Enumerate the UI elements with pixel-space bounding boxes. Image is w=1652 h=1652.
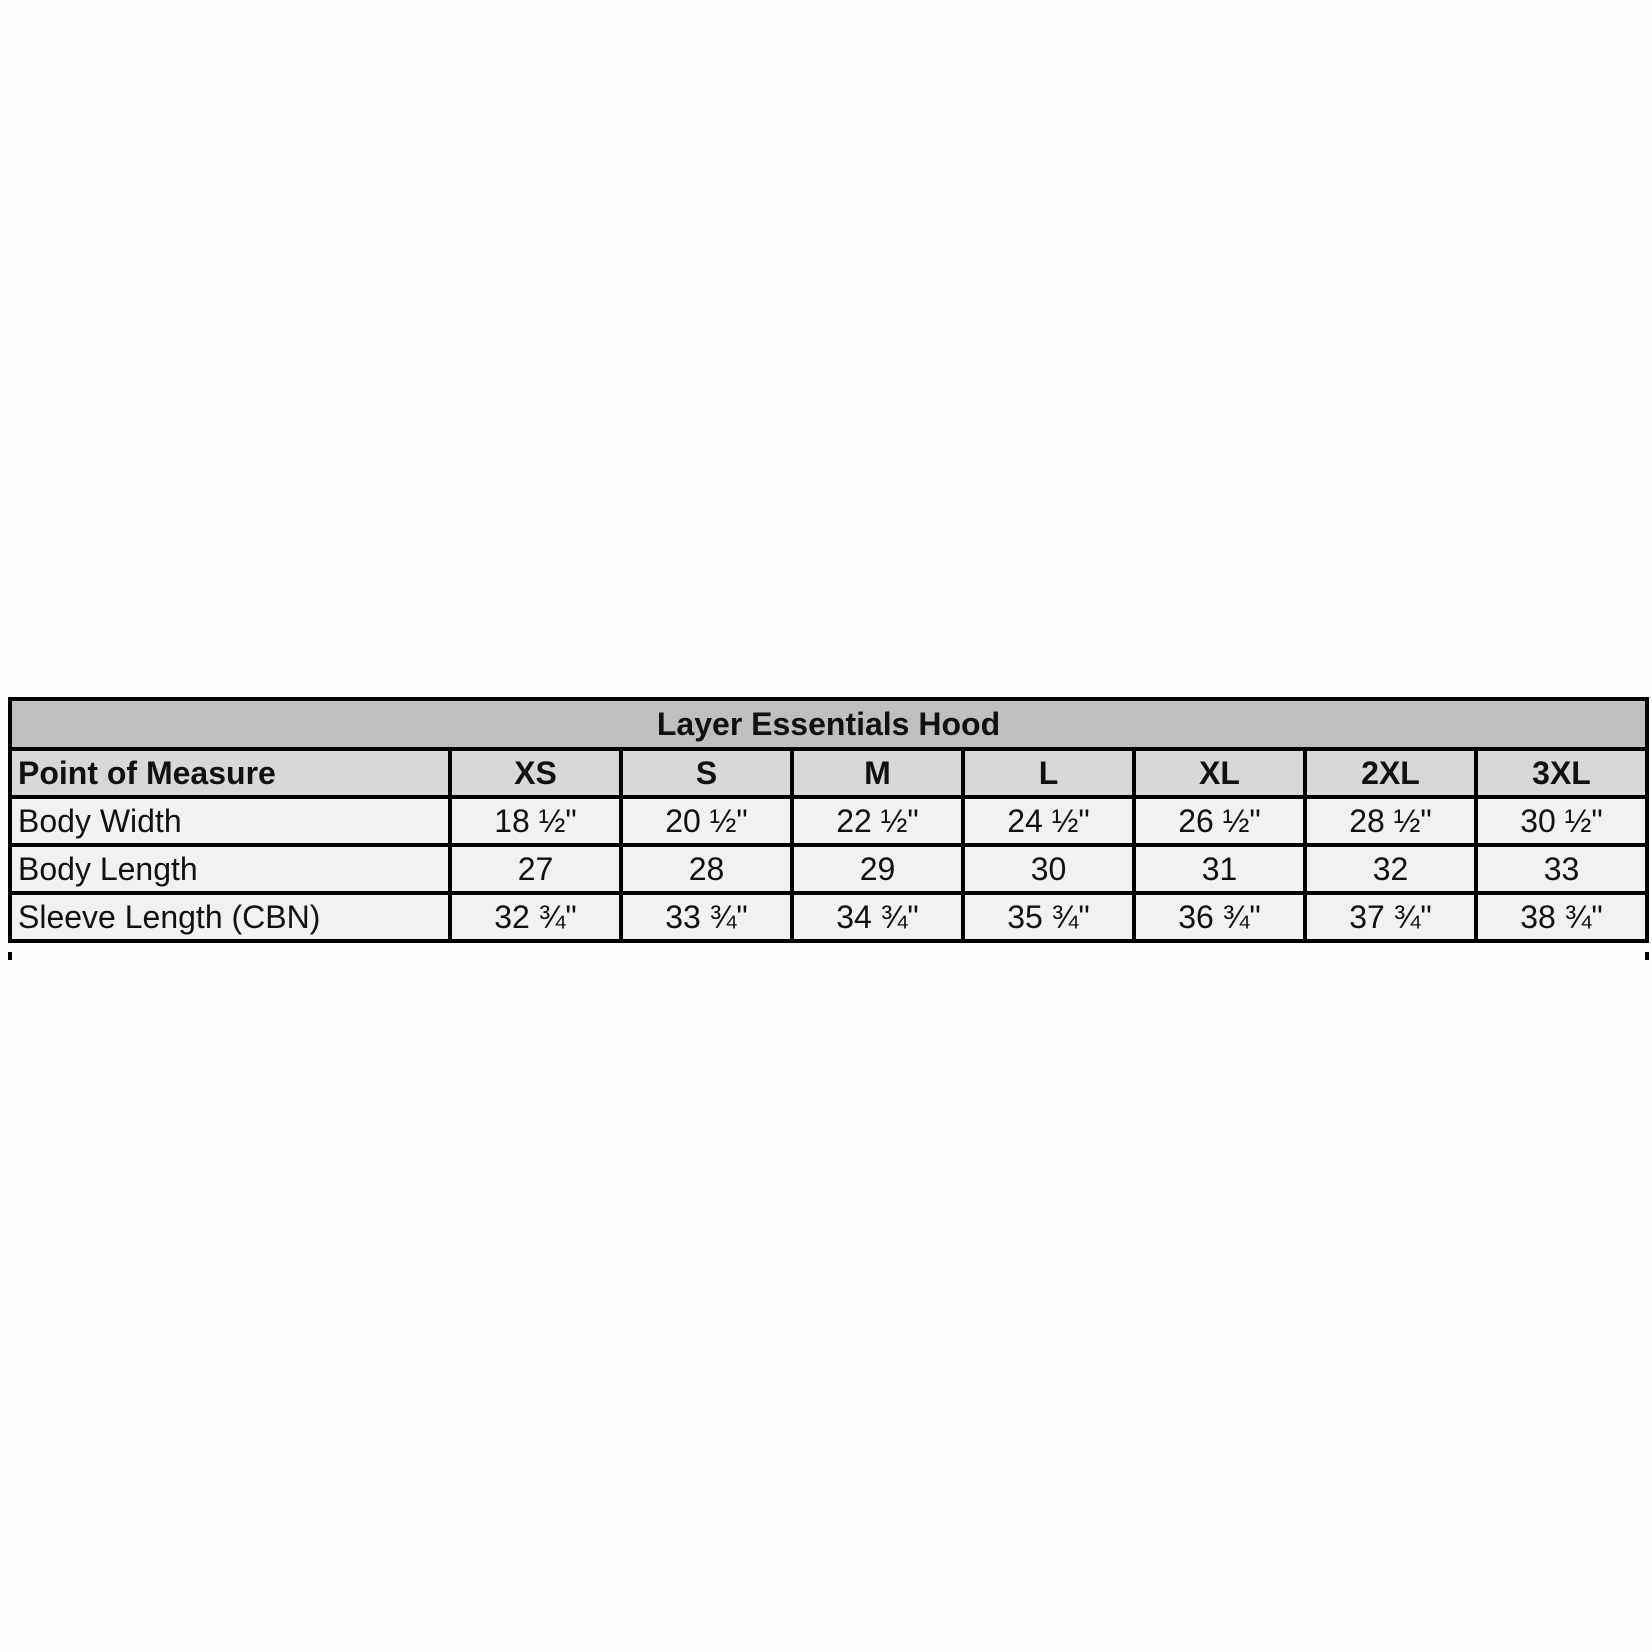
table-title: Layer Essentials Hood (8, 697, 1649, 751)
size-header: 2XL (1303, 747, 1478, 799)
size-header: XS (448, 747, 623, 799)
header-label: Point of Measure (8, 747, 452, 799)
title-row: Layer Essentials Hood (8, 697, 1649, 751)
row-label: Sleeve Length (CBN) (8, 891, 452, 943)
size-chart-table: Layer Essentials Hood Point of Measure X… (8, 697, 1649, 943)
header-row: Point of Measure XS S M L XL 2XL 3XL (8, 747, 1649, 799)
cell: 30 ½" (1474, 795, 1649, 847)
size-header: XL (1132, 747, 1307, 799)
cell: 20 ½" (619, 795, 794, 847)
row-label: Body Width (8, 795, 452, 847)
size-header: M (790, 747, 965, 799)
cell: 33 ¾" (619, 891, 794, 943)
cell: 33 (1474, 843, 1649, 895)
cell: 32 ¾" (448, 891, 623, 943)
row-label: Body Length (8, 843, 452, 895)
cell: 24 ½" (961, 795, 1136, 847)
cell: 34 ¾" (790, 891, 965, 943)
cell: 36 ¾" (1132, 891, 1307, 943)
cell: 28 ½" (1303, 795, 1478, 847)
border-tail-left (8, 952, 12, 960)
cell: 22 ½" (790, 795, 965, 847)
cell: 26 ½" (1132, 795, 1307, 847)
cell: 27 (448, 843, 623, 895)
cell: 31 (1132, 843, 1307, 895)
cell: 30 (961, 843, 1136, 895)
cell: 38 ¾" (1474, 891, 1649, 943)
table-row: Body Width 18 ½" 20 ½" 22 ½" 24 ½" 26 ½"… (8, 795, 1649, 847)
table-row: Body Length 27 28 29 30 31 32 33 (8, 843, 1649, 895)
cell: 29 (790, 843, 965, 895)
table-row: Sleeve Length (CBN) 32 ¾" 33 ¾" 34 ¾" 35… (8, 891, 1649, 943)
cell: 37 ¾" (1303, 891, 1478, 943)
cell: 28 (619, 843, 794, 895)
size-header: 3XL (1474, 747, 1649, 799)
size-header: L (961, 747, 1136, 799)
size-header: S (619, 747, 794, 799)
cell: 35 ¾" (961, 891, 1136, 943)
cell: 32 (1303, 843, 1478, 895)
cell: 18 ½" (448, 795, 623, 847)
border-tail-right (1645, 952, 1649, 960)
